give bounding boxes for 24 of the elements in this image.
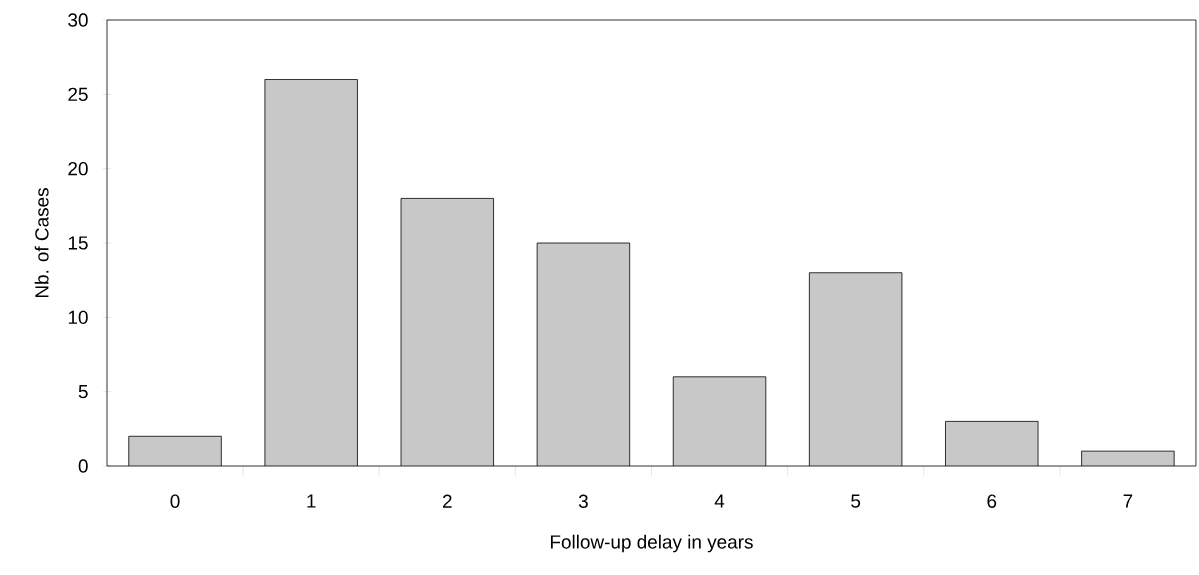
bar xyxy=(128,436,222,466)
x-tick-label: 4 xyxy=(714,494,725,508)
x-tick-label: 3 xyxy=(578,494,588,508)
x-tick-label: 1 xyxy=(307,494,316,508)
y-tick-label: 15 xyxy=(68,236,88,250)
bar xyxy=(401,198,494,466)
x-axis-title: Follow-up delay in years xyxy=(550,534,753,553)
x-tick-label: 5 xyxy=(851,494,861,508)
y-tick-label: 10 xyxy=(68,310,88,325)
bar xyxy=(945,421,1039,466)
x-tick-label: 7 xyxy=(1123,494,1133,508)
bar xyxy=(264,79,358,466)
bar xyxy=(673,376,766,466)
y-tick-label: 30 xyxy=(68,13,88,27)
y-tick-label: 25 xyxy=(68,87,88,102)
y-tick-label: 5 xyxy=(78,385,88,399)
y-axis-title: Nb. of Cases xyxy=(34,188,49,298)
x-tick-label: 0 xyxy=(170,494,180,508)
bar xyxy=(537,243,630,466)
x-tick-label: 6 xyxy=(987,494,997,508)
x-tick-label: 2 xyxy=(442,494,452,508)
y-tick-label: 20 xyxy=(68,161,88,176)
y-tick-label: 0 xyxy=(78,459,88,473)
bar xyxy=(809,272,902,466)
